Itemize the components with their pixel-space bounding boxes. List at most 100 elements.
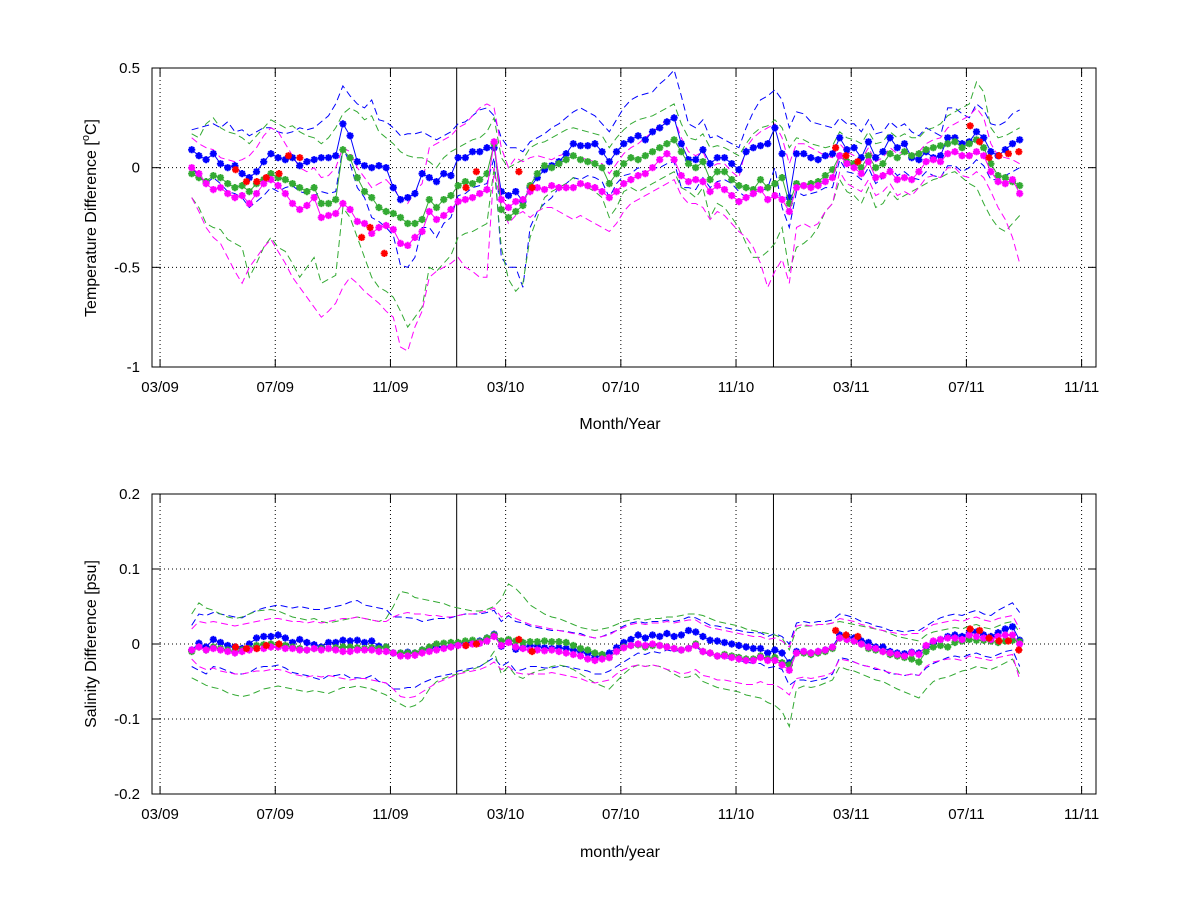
series-marker — [778, 150, 786, 158]
series-marker — [634, 640, 642, 648]
series-marker — [728, 160, 736, 168]
series-marker — [576, 156, 585, 164]
series-marker — [900, 174, 909, 182]
series-marker — [756, 142, 765, 150]
series-marker — [245, 188, 253, 196]
y-tick-label: -0.5 — [114, 259, 140, 276]
red-marker — [515, 168, 523, 176]
series-marker — [771, 646, 779, 654]
series-marker — [764, 649, 772, 657]
series-marker — [879, 643, 887, 651]
series-marker — [670, 156, 678, 164]
series-marker — [260, 158, 268, 166]
series-marker — [620, 180, 628, 188]
series-marker — [332, 196, 340, 204]
series-marker — [245, 199, 253, 208]
series-marker — [627, 176, 635, 184]
series-marker — [454, 198, 462, 206]
series-marker — [519, 644, 527, 653]
series-marker — [339, 146, 347, 154]
series-marker — [461, 637, 469, 645]
series-marker — [864, 158, 873, 166]
series-marker — [670, 644, 678, 653]
series-marker — [569, 646, 577, 654]
series-marker — [418, 649, 426, 657]
series-marker — [267, 176, 275, 184]
series-marker — [648, 128, 657, 136]
series-marker — [828, 174, 837, 182]
x-tick-label: 03/09 — [141, 379, 179, 396]
series-marker — [857, 170, 865, 178]
series-marker — [332, 152, 340, 160]
series-marker — [792, 180, 801, 188]
series-marker — [512, 198, 520, 206]
series-marker — [288, 638, 297, 647]
series-marker — [656, 632, 664, 641]
series-marker — [879, 148, 887, 156]
series-marker — [929, 637, 937, 645]
series-marker — [533, 638, 541, 646]
series-marker — [972, 632, 981, 641]
series-marker — [317, 199, 325, 208]
series-marker — [771, 656, 779, 665]
red-marker — [854, 632, 862, 641]
series-marker — [375, 162, 383, 170]
series-marker — [951, 138, 959, 146]
series-marker — [612, 170, 621, 178]
series-marker — [699, 647, 707, 656]
series-marker — [980, 134, 988, 142]
series-marker — [216, 184, 225, 192]
series-marker — [663, 118, 671, 126]
series-marker — [749, 186, 757, 194]
series-marker — [418, 227, 426, 236]
series-marker — [663, 643, 671, 651]
series-marker — [764, 196, 772, 204]
series-marker — [404, 219, 412, 228]
x-tick-label: 03/09 — [141, 806, 179, 823]
series-marker — [684, 178, 693, 186]
series-marker — [641, 152, 649, 160]
series-marker — [807, 154, 815, 162]
series-marker — [526, 638, 534, 646]
series-marker — [252, 168, 261, 176]
series-marker — [692, 176, 700, 184]
series-marker — [764, 656, 772, 665]
series-marker — [267, 632, 275, 641]
series-marker — [188, 170, 196, 178]
series-marker — [778, 174, 786, 182]
series-marker — [368, 646, 376, 654]
series-marker — [591, 184, 599, 192]
series-marker — [324, 211, 333, 220]
series-marker — [843, 146, 851, 154]
series-marker — [728, 653, 736, 662]
series-marker — [360, 638, 369, 647]
x-tick-label: 11/09 — [372, 379, 408, 396]
series-marker — [483, 637, 491, 645]
series-marker — [713, 154, 721, 162]
series-marker — [677, 631, 685, 639]
series-marker — [332, 209, 340, 218]
series-marker — [195, 170, 203, 178]
red-marker — [242, 644, 251, 653]
series-marker — [785, 194, 793, 202]
series-marker — [908, 176, 916, 184]
series-marker — [627, 136, 635, 144]
series-marker — [800, 647, 808, 656]
series-marker — [497, 188, 505, 196]
series-marker — [548, 638, 556, 646]
y-tick-label: -1 — [127, 359, 140, 376]
series-marker — [670, 136, 678, 144]
series-marker — [317, 213, 325, 222]
series-marker — [281, 190, 289, 198]
series-marker — [864, 643, 873, 651]
series-marker — [540, 166, 549, 174]
series-marker — [440, 196, 448, 204]
series-marker — [483, 186, 491, 194]
series-marker — [468, 636, 477, 644]
series-marker — [908, 655, 916, 663]
temperature-ylabel: Temperature Difference [oC] — [80, 119, 100, 317]
series-marker — [872, 164, 880, 172]
series-marker — [684, 160, 693, 168]
series-marker — [368, 229, 376, 237]
series-marker — [418, 170, 426, 178]
